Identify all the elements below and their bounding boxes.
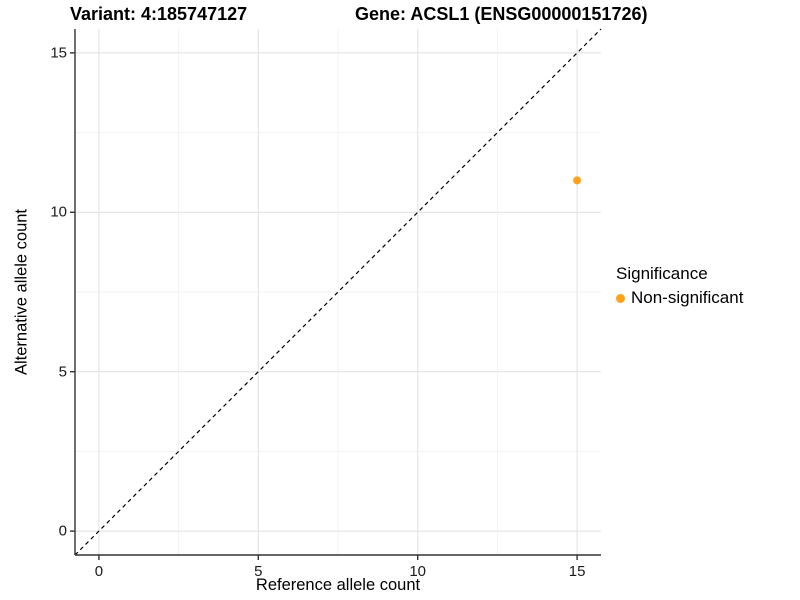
x-axis-label: Reference allele count [255,576,421,594]
legend-point-icon [616,293,625,303]
variant-title: Variant: 4:185747127 [70,4,248,24]
legend: Significance Non-significant [616,264,743,308]
y-tick-label: 5 [58,363,67,381]
legend-item: Non-significant [616,288,743,308]
y-axis-label: Alternative allele count [12,208,31,376]
x-tick-label: 15 [568,563,586,580]
y-tick-label: 15 [50,44,67,62]
legend-item-label: Non-significant [631,288,744,307]
x-tick-label: 5 [254,563,263,580]
identity-line [74,28,602,556]
x-tick-label: 0 [94,563,104,580]
x-tick-label: 10 [409,563,427,580]
legend-title: Significance [616,264,708,283]
y-tick-label: 0 [58,522,67,540]
y-tick-label: 10 [50,203,67,221]
gene-title: Gene: ACSL1 (ENSG00000151726) [355,4,648,24]
data-point [573,176,582,185]
